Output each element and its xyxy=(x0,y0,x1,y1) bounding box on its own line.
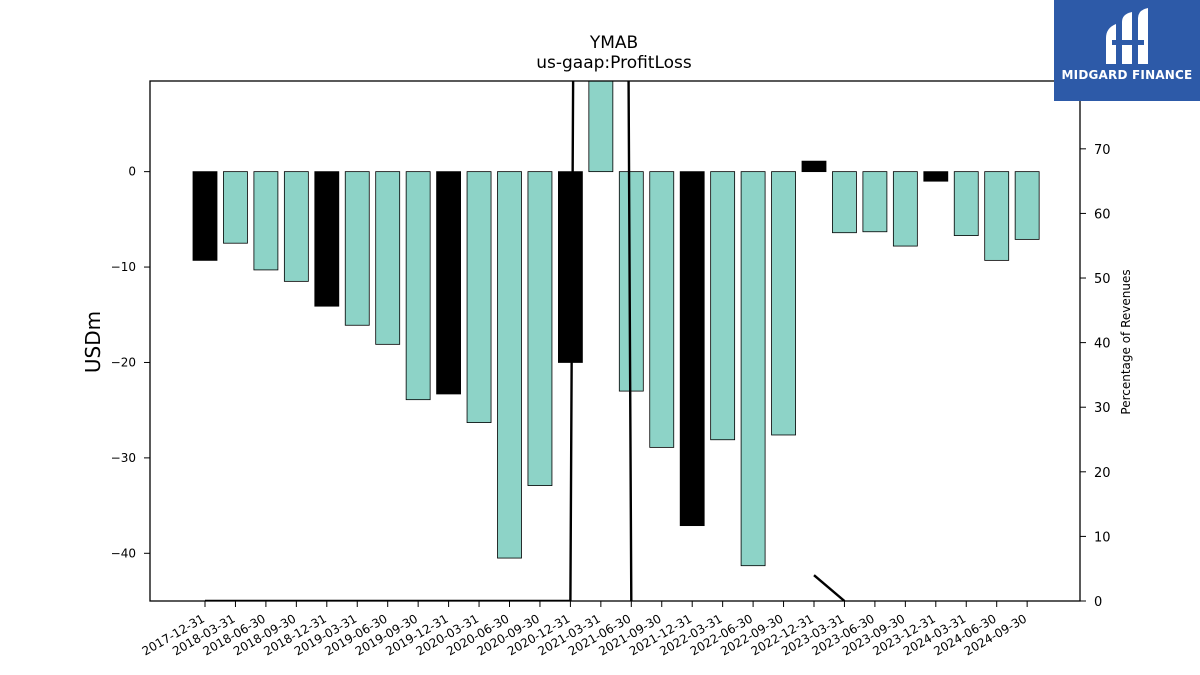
bar-2023-06-30 xyxy=(862,171,888,233)
y-tick-label: −40 xyxy=(111,546,136,560)
bar-2022-09-30 xyxy=(771,171,796,436)
y2-tick-label: 40 xyxy=(1094,337,1111,352)
bar-2021-06-30 xyxy=(618,171,644,392)
y-tick-label: −10 xyxy=(111,260,136,274)
bar-2023-12-31 xyxy=(923,171,949,182)
y-tick-label: −30 xyxy=(111,451,136,465)
bar-2022-03-31 xyxy=(710,171,736,441)
bar-2018-09-30 xyxy=(283,171,309,282)
bar-2020-03-31 xyxy=(466,171,492,423)
bar-series xyxy=(192,81,1040,567)
bar-2023-09-30 xyxy=(892,171,918,247)
bar-2018-03-31 xyxy=(223,171,248,244)
bar-2020-09-30 xyxy=(527,171,553,486)
bar-2017-12-31 xyxy=(192,171,218,261)
bar-2020-06-30 xyxy=(497,171,522,559)
bar-2023-03-31 xyxy=(832,171,857,234)
bar-2019-03-31 xyxy=(344,171,370,326)
bar-2022-06-30 xyxy=(740,171,766,567)
y2-tick-label: 70 xyxy=(1094,143,1111,158)
y2-axis-label: Percentage of Revenues xyxy=(1119,269,1133,414)
bar-2021-12-31 xyxy=(679,171,705,527)
chart-subtitle: us-gaap:ProfitLoss xyxy=(536,53,692,73)
bar-2024-03-31 xyxy=(953,171,979,236)
y2-tick-label: 60 xyxy=(1094,207,1111,222)
percentage-line-series xyxy=(205,81,846,601)
brand-logo: MIDGARD FINANCE xyxy=(1054,0,1200,101)
x-axis: 2017-12-312018-03-312018-06-302018-09-30… xyxy=(140,601,1029,658)
bar-2019-09-30 xyxy=(405,171,431,401)
y-axis-right: 0 10 20 30 40 50 60 70 xyxy=(1080,143,1111,610)
bar-2018-12-31 xyxy=(314,171,340,307)
bar-2018-06-30 xyxy=(253,171,279,271)
chart-title: YMAB xyxy=(589,33,638,53)
plot-frame xyxy=(149,80,1081,602)
logo-mark-icon xyxy=(1106,8,1148,64)
y-axis-label: USDm xyxy=(81,311,105,373)
bar-2024-06-30 xyxy=(984,171,1010,261)
bar-2024-09-30 xyxy=(1014,171,1040,240)
y-axis-left: 0 −10 −20 −30 −40 xyxy=(111,165,150,560)
y2-tick-label: 0 xyxy=(1094,595,1102,610)
bar-2020-12-31 xyxy=(558,171,583,363)
bar-2021-09-30 xyxy=(649,171,675,448)
bar-2019-12-31 xyxy=(436,171,462,395)
y-tick-label: −20 xyxy=(111,355,136,369)
y2-tick-label: 30 xyxy=(1094,401,1111,416)
bar-2022-12-31 xyxy=(801,160,827,173)
y2-tick-label: 50 xyxy=(1094,272,1111,287)
bar-2021-03-31 xyxy=(588,81,614,173)
y-tick-label: 0 xyxy=(128,165,136,179)
y2-tick-label: 10 xyxy=(1094,530,1111,545)
logo-text: MIDGARD FINANCE xyxy=(1061,68,1193,82)
percentage-line-segment xyxy=(813,574,846,601)
bar-2019-06-30 xyxy=(375,171,401,345)
y2-tick-label: 20 xyxy=(1094,466,1111,481)
